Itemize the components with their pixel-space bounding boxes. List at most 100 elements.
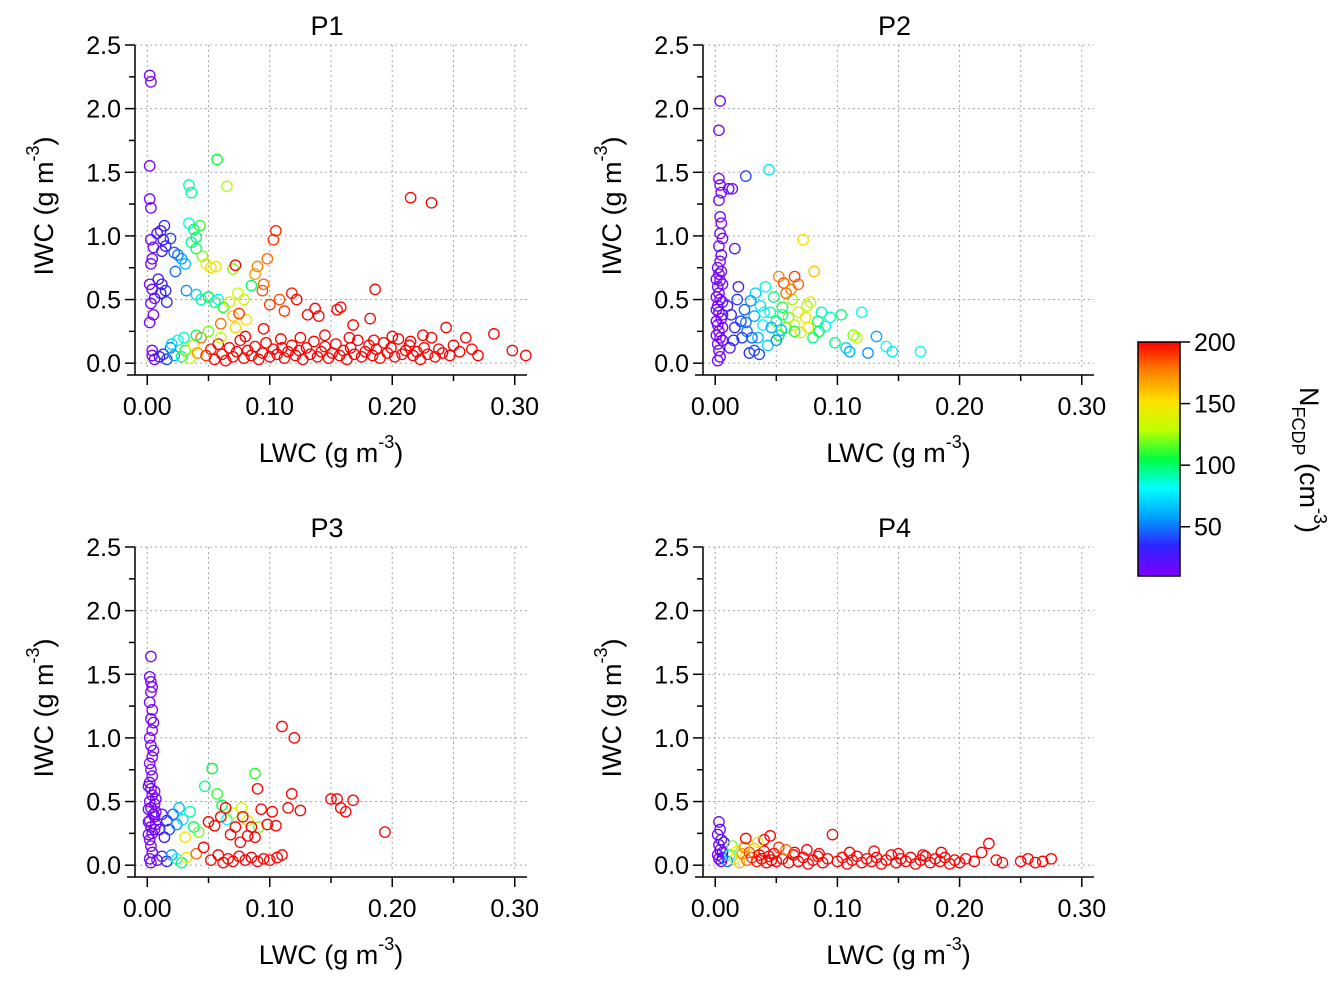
data-point xyxy=(147,308,160,321)
data-point xyxy=(721,855,734,868)
x-tick-label: 0.30 xyxy=(490,895,539,923)
data-point xyxy=(417,329,429,342)
data-point xyxy=(257,278,270,291)
data-point xyxy=(466,343,478,356)
data-point xyxy=(142,780,155,793)
data-point xyxy=(339,805,352,818)
data-point xyxy=(404,191,417,204)
data-point xyxy=(145,76,157,88)
data-point xyxy=(239,330,252,343)
data-point xyxy=(290,293,303,306)
data-point xyxy=(715,249,728,261)
data-point xyxy=(917,849,929,861)
data-point xyxy=(352,334,364,347)
data-point xyxy=(935,846,948,859)
data-point xyxy=(347,319,359,331)
data-point xyxy=(249,831,261,844)
data-point xyxy=(149,793,162,805)
colorbar: 50 100 150 200 NFCDP (cm-3) xyxy=(1137,329,1330,577)
data-point xyxy=(238,352,250,364)
data-point xyxy=(715,186,728,199)
panel-title: P3 xyxy=(310,513,343,543)
data-point xyxy=(710,315,723,328)
data-point xyxy=(429,350,441,363)
data-point xyxy=(301,308,314,321)
data-point xyxy=(146,724,159,737)
y-tick-label: 0.0 xyxy=(654,852,689,880)
data-point xyxy=(221,813,233,826)
y-tick-label: 1.0 xyxy=(86,223,121,251)
data-point xyxy=(249,340,261,353)
data-point xyxy=(240,314,253,326)
data-point xyxy=(216,799,228,812)
y-tick-label: 2.5 xyxy=(654,534,689,562)
x-axis-title: LWC (g m-3) xyxy=(826,934,971,970)
data-point xyxy=(797,233,810,246)
data-point xyxy=(418,342,430,354)
data-point xyxy=(801,300,813,312)
y-tick-label: 2.0 xyxy=(654,96,689,124)
data-point xyxy=(726,182,739,195)
data-point xyxy=(752,836,764,849)
y-tick-label: 0.5 xyxy=(654,789,689,817)
data-point xyxy=(146,344,159,357)
data-point xyxy=(156,278,168,291)
data-point xyxy=(146,704,159,716)
data-point xyxy=(807,331,819,344)
data-point xyxy=(251,855,264,868)
data-point xyxy=(744,294,757,307)
y-tick-label: 1.0 xyxy=(654,725,689,753)
data-point xyxy=(147,744,160,757)
x-tick-label: 0.20 xyxy=(368,895,417,923)
colorbar-tick-label: 100 xyxy=(1194,452,1236,480)
y-axis-title: IWC (g m-3) xyxy=(591,638,627,777)
data-point xyxy=(145,782,157,795)
data-point xyxy=(868,845,880,858)
x-tick-label: 0.00 xyxy=(691,393,740,421)
data-point xyxy=(256,347,269,359)
data-point xyxy=(748,310,761,322)
data-point xyxy=(219,802,232,814)
data-point xyxy=(143,833,156,846)
data-point xyxy=(146,846,159,859)
x-tick-label: 0.20 xyxy=(935,393,984,421)
data-point xyxy=(714,331,726,344)
x-tick-label: 0.20 xyxy=(368,393,417,421)
data-point xyxy=(711,354,724,367)
data-point xyxy=(211,788,223,800)
data-point xyxy=(312,310,325,322)
data-point xyxy=(776,308,789,321)
y-tick-label: 0.5 xyxy=(654,287,689,315)
data-point xyxy=(190,329,203,342)
data-point xyxy=(173,802,185,814)
data-point xyxy=(780,844,792,856)
data-point xyxy=(146,770,159,782)
data-point xyxy=(239,854,252,866)
data-point xyxy=(214,331,227,344)
data-point xyxy=(276,720,288,733)
x-tick-label: 0.10 xyxy=(245,393,294,421)
x-tick-label: 0.30 xyxy=(490,393,539,421)
data-point xyxy=(304,348,317,361)
data-point xyxy=(143,69,156,82)
data-point xyxy=(410,345,423,358)
data-point xyxy=(713,306,725,319)
data-point xyxy=(276,342,288,354)
data-point xyxy=(167,808,179,821)
data-point xyxy=(826,828,839,841)
y-tick-label: 0.5 xyxy=(86,287,121,315)
points xyxy=(143,69,532,367)
data-point xyxy=(802,321,814,334)
data-point xyxy=(886,345,899,358)
data-point xyxy=(788,325,801,338)
data-point xyxy=(727,334,740,347)
data-point xyxy=(990,854,1003,866)
data-point xyxy=(763,163,775,176)
data-point xyxy=(263,298,276,311)
data-point xyxy=(208,819,221,832)
data-point xyxy=(205,261,217,274)
data-point xyxy=(154,287,167,300)
data-point xyxy=(251,260,264,273)
data-point xyxy=(145,650,157,663)
data-point xyxy=(843,846,856,859)
